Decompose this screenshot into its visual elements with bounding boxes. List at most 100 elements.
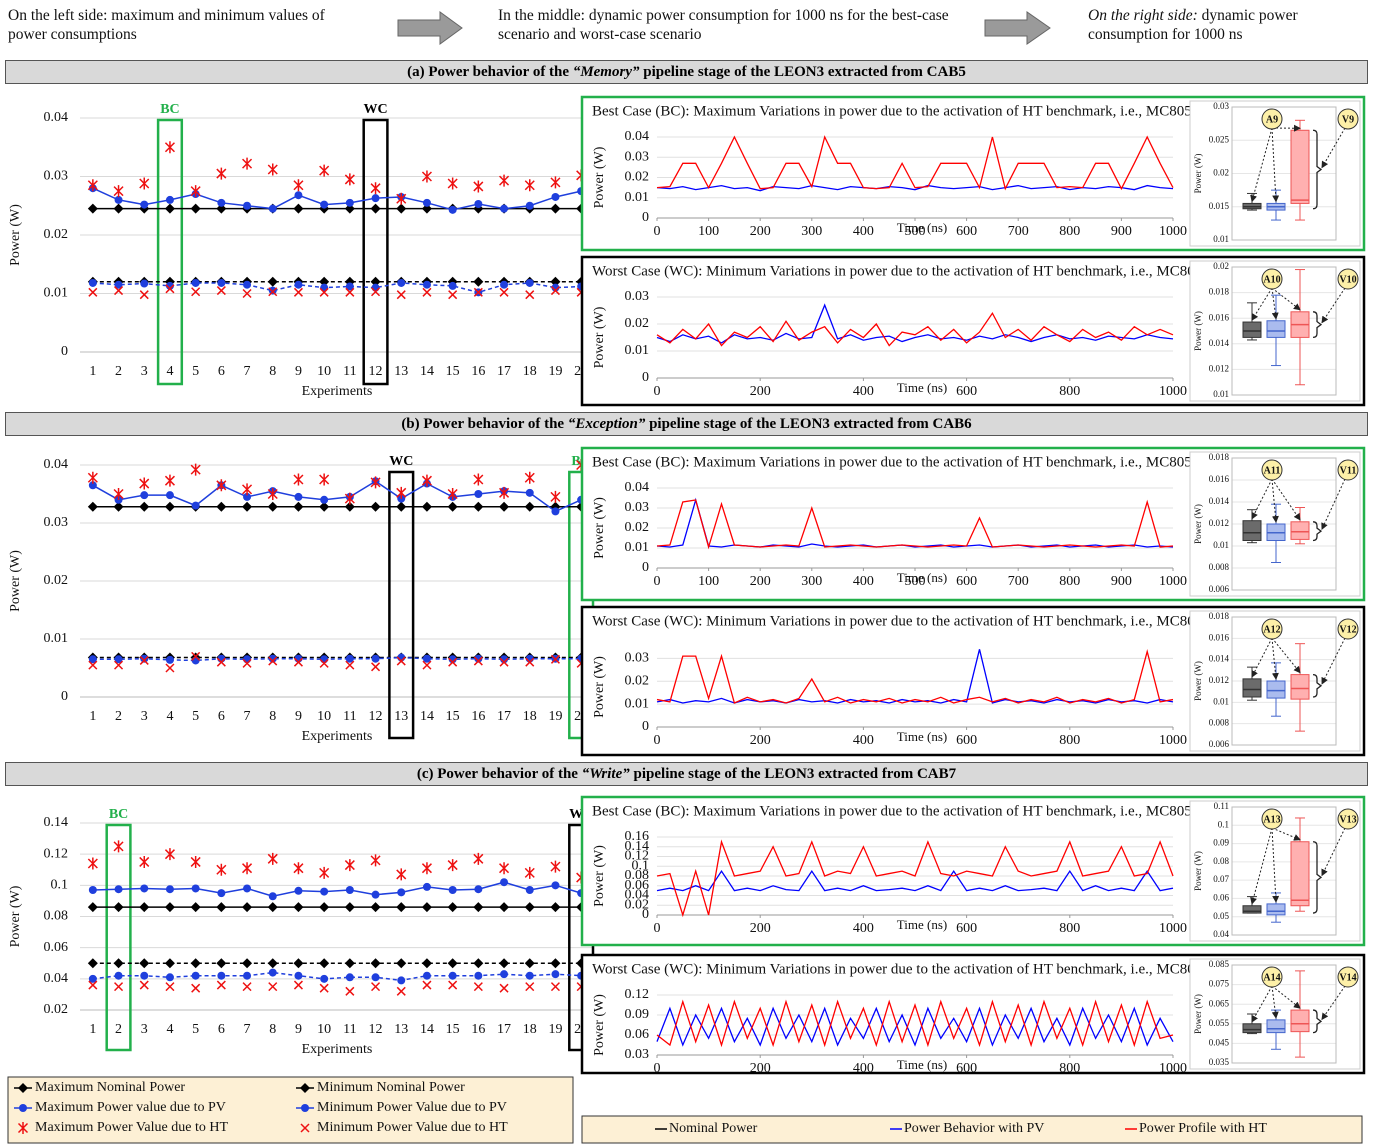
y-axis-label: Power (W): [8, 204, 23, 266]
point: [551, 970, 560, 979]
y-tick-label: 0.08: [44, 909, 69, 924]
point: [473, 902, 484, 913]
point: [524, 958, 535, 969]
point: [371, 662, 381, 672]
y-tick-label: 0.018: [1209, 452, 1230, 462]
point: [448, 971, 457, 980]
title-stage: “Memory”: [572, 64, 640, 80]
point: [474, 654, 483, 663]
point: [165, 284, 175, 294]
x-tick-label: 800: [1059, 1061, 1080, 1076]
annotation-badge: [1337, 108, 1359, 130]
point: [344, 859, 355, 872]
y-tick-label: 0: [642, 560, 649, 575]
point: [216, 902, 227, 913]
point: [371, 973, 380, 982]
point: [113, 203, 124, 214]
point: [165, 982, 175, 992]
point: [217, 971, 226, 980]
y-tick-label: 0.01: [44, 286, 69, 301]
x-tick-label: 10: [317, 364, 331, 379]
point: [550, 982, 560, 992]
y-axis-label: Power (W): [592, 994, 607, 1056]
point: [319, 501, 330, 512]
annotation: A9: [1266, 114, 1278, 125]
point: [216, 657, 226, 667]
box: [1266, 1019, 1286, 1034]
point: [473, 501, 484, 512]
plot-frame: [1231, 266, 1337, 396]
x-tick-label: 0: [654, 921, 661, 936]
highlight-label: BC: [109, 807, 128, 822]
point: [242, 483, 253, 496]
point: [397, 976, 406, 985]
point: [397, 888, 406, 897]
point: [164, 501, 175, 512]
y-tick-label: 0.006: [1209, 739, 1230, 749]
point: [525, 886, 534, 895]
highlight-box: [388, 470, 415, 740]
point: [320, 887, 329, 896]
series-line: [656, 135, 1174, 191]
point: [550, 654, 560, 664]
point: [293, 902, 304, 913]
y-tick-label: 0.11: [1214, 801, 1229, 811]
point: [114, 286, 124, 296]
point: [191, 656, 200, 665]
y-tick-label: 0.008: [1209, 562, 1230, 572]
series-line: [656, 869, 1174, 892]
point: [191, 501, 200, 510]
point: [319, 866, 330, 879]
x-tick-label: 19: [548, 364, 562, 379]
point: [320, 974, 329, 983]
x-tick-label: 17: [497, 709, 511, 724]
series-line: [92, 656, 582, 662]
legend-marker: [19, 1104, 27, 1112]
x-axis-label: Experiments: [302, 1042, 373, 1057]
x-tick-label: 14: [420, 709, 434, 724]
point: [320, 200, 329, 209]
y-tick-label: 0: [61, 689, 68, 704]
point: [421, 902, 432, 913]
point: [551, 507, 560, 516]
point: [165, 885, 174, 894]
point: [268, 968, 277, 977]
point: [474, 199, 483, 208]
annotation-arrow: [1271, 985, 1279, 1019]
x-tick-label: 500: [905, 574, 926, 589]
series-line: [656, 839, 1174, 918]
point: [191, 983, 201, 993]
y-tick-label: 0.006: [1209, 584, 1230, 594]
point: [217, 889, 226, 898]
y-tick-label: 0.04: [625, 480, 650, 495]
point: [396, 986, 406, 996]
series-line: [92, 971, 582, 982]
x-tick-label: 7: [244, 709, 251, 724]
point: [396, 902, 407, 913]
y-tick-label: 0.12: [625, 987, 650, 1002]
y-tick-label: 0.03: [625, 1047, 650, 1062]
point: [344, 492, 355, 505]
y-tick-label: 0.014: [1209, 654, 1230, 664]
y-tick-label: 0.04: [44, 457, 69, 472]
box: [1290, 521, 1310, 540]
section-title: (c) Power behavior of the “Write” pipeli…: [5, 762, 1368, 786]
point: [499, 287, 509, 297]
annotation-arrow: [1271, 287, 1301, 311]
x-tick-label: 1000: [1159, 224, 1187, 239]
point: [500, 878, 509, 887]
x-tick-label: 10: [317, 709, 331, 724]
point: [294, 280, 303, 289]
series-line: [656, 184, 1174, 192]
y-tick-label: 0.03: [44, 515, 69, 530]
point: [114, 655, 123, 664]
annotation: A12: [1263, 624, 1280, 635]
point: [242, 658, 252, 668]
point: [344, 958, 355, 969]
point: [524, 866, 535, 879]
panel-title: Worst Case (WC): Minimum Variations in p…: [592, 961, 1246, 977]
point: [88, 980, 98, 990]
x-tick-label: 3: [141, 1022, 148, 1037]
plot-frame: [1231, 806, 1337, 936]
point: [422, 198, 431, 207]
